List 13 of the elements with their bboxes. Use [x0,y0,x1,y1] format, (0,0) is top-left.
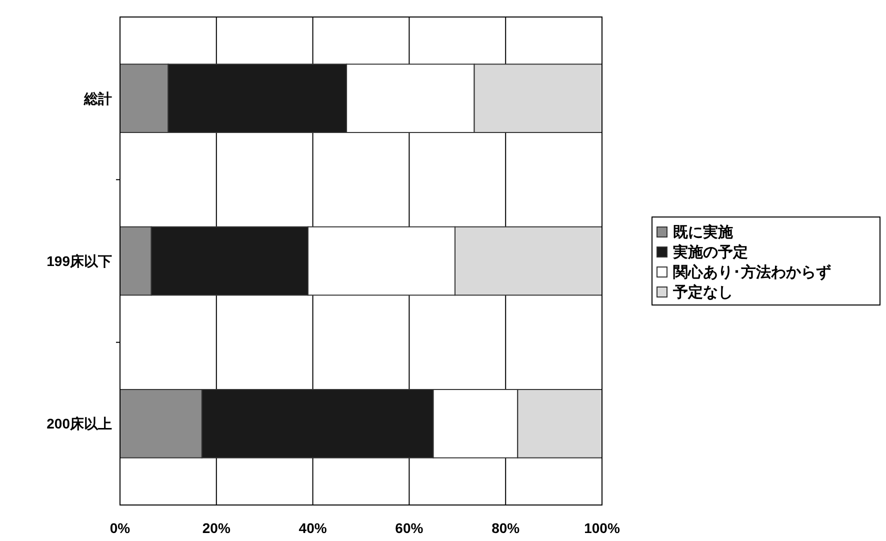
x-tick-label: 100% [584,520,620,536]
y-tick-label: 200床以上 [46,416,112,432]
x-tick-label: 60% [395,520,424,536]
y-tick-label: 199床以下 [46,253,112,269]
y-tick-label: 総計 [83,90,112,106]
x-tick-label: 0% [110,520,131,536]
x-tick-label: 20% [202,520,231,536]
x-tick-label: 40% [298,520,328,536]
x-tick-label: 80% [492,520,520,536]
legend-label: 既に実施 [673,223,734,241]
legend-label: 予定なし [672,283,733,301]
legend-label: 実施の予定 [672,243,748,261]
legend-label: 関心あり･方法わからず [673,263,831,281]
